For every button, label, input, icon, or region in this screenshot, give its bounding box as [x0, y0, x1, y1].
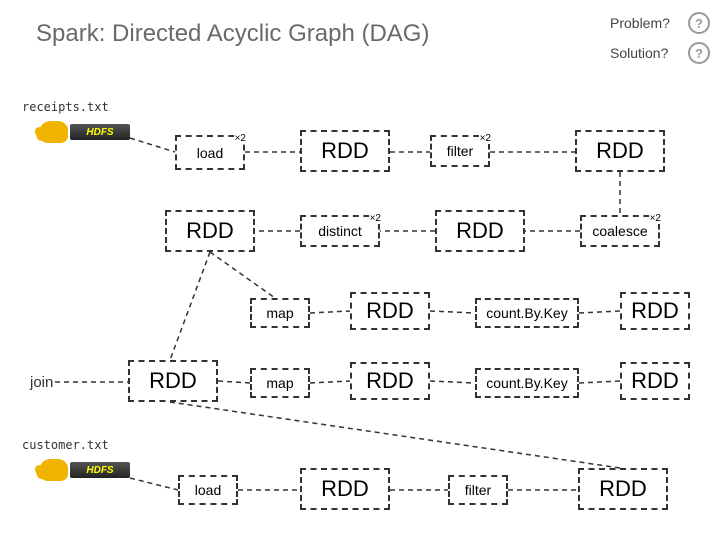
dag-node-rdd_k: RDD: [578, 468, 668, 510]
solution-label: Solution?: [610, 45, 680, 61]
hdfs-icon: HDFS: [40, 118, 130, 146]
dag-node-filter1: filter×2: [430, 135, 490, 167]
top-right-box: Problem? ? Solution? ?: [610, 8, 710, 68]
customer-file-label: customer.txt: [22, 438, 109, 452]
hadoop-icon: [40, 459, 68, 481]
dag-node-rdd_b: RDD: [575, 130, 665, 172]
dag-node-rdd_j: RDD: [300, 468, 390, 510]
dag-node-cbk2: count.By.Key: [475, 368, 579, 398]
dag-node-load2: load: [178, 475, 238, 505]
problem-label: Problem?: [610, 15, 680, 31]
hadoop-icon: [40, 121, 68, 143]
superscript: ×2: [234, 133, 247, 144]
dag-node-rdd_e: RDD: [350, 292, 430, 330]
dag-node-filter2: filter: [448, 475, 508, 505]
dag-node-rdd_d: RDD: [435, 210, 525, 252]
dag-node-load1: load×2: [175, 135, 245, 170]
dag-node-rdd_c: RDD: [165, 210, 255, 252]
dag-node-map2: map: [250, 368, 310, 398]
dag-node-rdd_f: RDD: [620, 292, 690, 330]
dag-node-rdd_a: RDD: [300, 130, 390, 172]
dag-node-rdd_h: RDD: [350, 362, 430, 400]
superscript: ×2: [369, 213, 382, 224]
dag-node-rdd_g: RDD: [128, 360, 218, 402]
receipts-file-label: receipts.txt: [22, 100, 109, 114]
page-title: Spark: Directed Acyclic Graph (DAG): [36, 20, 429, 48]
dag-node-cbk1: count.By.Key: [475, 298, 579, 328]
superscript: ×2: [649, 213, 662, 224]
superscript: ×2: [479, 133, 492, 144]
hdfs-badge: HDFS: [70, 462, 130, 478]
join-label: join: [30, 374, 53, 391]
help-icon: ?: [688, 12, 710, 34]
dag-node-coalesce: coalesce×2: [580, 215, 660, 247]
dag-node-map1: map: [250, 298, 310, 328]
dag-node-distinct: distinct×2: [300, 215, 380, 247]
dag-node-rdd_i: RDD: [620, 362, 690, 400]
hdfs-icon: HDFS: [40, 456, 130, 484]
help-icon: ?: [688, 42, 710, 64]
hdfs-badge: HDFS: [70, 124, 130, 140]
